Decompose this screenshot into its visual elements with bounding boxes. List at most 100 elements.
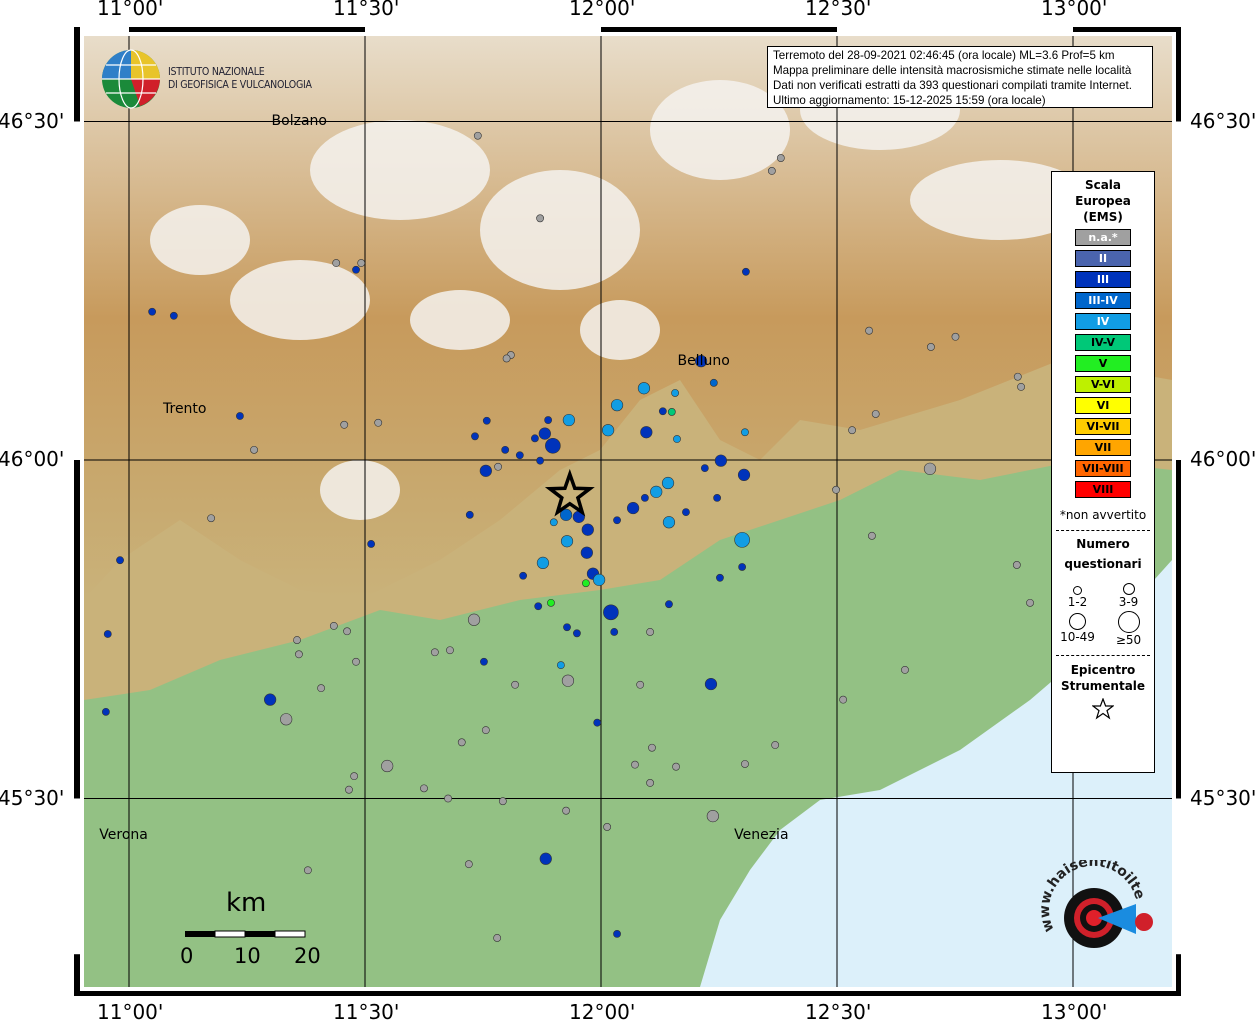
report-point	[580, 546, 593, 559]
report-point	[776, 154, 785, 162]
report-point	[464, 860, 473, 869]
report-point	[658, 407, 667, 416]
frame-bar	[74, 798, 80, 955]
report-point	[839, 695, 848, 704]
report-point	[381, 759, 394, 773]
star-icon	[1091, 697, 1115, 720]
report-point	[646, 628, 654, 636]
report-point	[650, 485, 663, 498]
report-point	[350, 772, 359, 781]
scale-label-20: 20	[294, 944, 321, 968]
legend-swatch: II	[1075, 250, 1131, 267]
size-label: 1-2	[1067, 595, 1088, 609]
report-point	[871, 410, 880, 418]
report-point	[640, 426, 653, 439]
globe-icon	[102, 49, 160, 109]
legend-swatch: n.a.*	[1075, 229, 1131, 246]
report-point	[742, 267, 750, 276]
report-point	[593, 718, 602, 727]
report-points	[101, 131, 1034, 942]
report-point	[626, 501, 640, 515]
report-point	[536, 456, 545, 465]
scale-label-0: 0	[180, 944, 194, 968]
report-point	[280, 713, 293, 726]
lon-label-bottom: 13°00'	[1041, 1000, 1108, 1024]
scale-bar-graphic	[185, 930, 306, 938]
frame-bar	[365, 27, 601, 32]
report-point	[716, 573, 724, 582]
report-point	[352, 265, 360, 274]
lat-label-left: 46°30'	[0, 108, 65, 133]
report-point	[493, 934, 502, 942]
report-point	[352, 657, 360, 666]
report-point	[704, 677, 718, 691]
report-point	[562, 413, 576, 427]
report-point	[264, 693, 277, 706]
lon-label-top: 11°30'	[333, 0, 400, 20]
lat-label-right: 46°00'	[1190, 447, 1255, 471]
ingv-logo: ISTITUTO NAZIONALE DI GEOFISICA E VULCAN…	[100, 48, 328, 110]
frame-bar	[1176, 798, 1181, 955]
report-point	[539, 852, 552, 865]
legend: Scala Europea (EMS) n.a.* II III III-IV IV IV…	[1051, 171, 1155, 773]
report-point	[536, 556, 550, 570]
size-circle-icon	[1069, 613, 1086, 630]
report-point	[473, 131, 482, 140]
report-point	[420, 784, 428, 793]
report-point	[601, 424, 615, 437]
report-point	[741, 428, 749, 437]
report-point	[868, 531, 876, 540]
legend-swatch: VIII	[1075, 481, 1131, 498]
legend-note: *non avvertito	[1059, 508, 1147, 522]
report-point	[303, 866, 312, 875]
report-point	[865, 326, 873, 335]
brand-logo: www.haisentitoilterremoto.it	[1029, 848, 1156, 970]
report-point	[534, 602, 543, 611]
report-point	[709, 378, 718, 387]
legend-title-1: Scala	[1084, 178, 1122, 192]
lon-label-bottom: 12°00'	[569, 1000, 636, 1024]
report-point	[250, 445, 258, 454]
size-circle-icon	[1117, 611, 1140, 633]
report-point	[471, 432, 479, 441]
scale-label-10: 10	[234, 944, 261, 968]
report-point	[648, 743, 656, 752]
report-point	[444, 794, 452, 803]
lon-label-bottom: 12°30'	[805, 1000, 872, 1024]
report-point	[446, 646, 454, 655]
report-point	[538, 427, 551, 440]
report-point	[665, 600, 673, 609]
count-title-1: Numero	[1076, 537, 1130, 551]
report-point	[951, 332, 960, 341]
logo-line1: ISTITUTO NAZIONALE	[168, 66, 265, 78]
report-point	[479, 464, 492, 477]
report-point	[101, 707, 110, 716]
report-point	[494, 462, 503, 471]
report-point	[295, 650, 303, 659]
lat-label-right: 46°30'	[1190, 108, 1255, 133]
report-point	[482, 416, 491, 425]
report-point	[536, 214, 545, 223]
report-point	[1012, 561, 1021, 569]
report-point	[700, 464, 709, 473]
legend-swatch: VII	[1075, 439, 1131, 456]
event-info-box: Terremoto del 28-09-2021 02:46:45 (ora l…	[767, 46, 1153, 108]
report-point	[374, 418, 383, 427]
report-point	[603, 823, 612, 831]
report-point	[317, 684, 326, 693]
size-circle-icon	[1073, 586, 1082, 595]
report-point	[603, 604, 619, 621]
report-point	[1026, 598, 1034, 607]
report-point	[767, 167, 776, 175]
info-line1: Terremoto del 28-09-2021 02:46:45 (ora l…	[773, 49, 1115, 62]
legend-swatch: III-IV	[1075, 292, 1131, 309]
lon-label-top: 13°00'	[1041, 0, 1108, 20]
report-point	[631, 760, 639, 769]
legend-swatch: IV-V	[1075, 334, 1131, 351]
report-point	[581, 579, 590, 588]
legend-title-2: Europea	[1075, 194, 1131, 208]
report-point	[741, 760, 749, 768]
city-label: Bolzano	[271, 112, 327, 129]
epicenter-star-icon	[544, 468, 595, 517]
